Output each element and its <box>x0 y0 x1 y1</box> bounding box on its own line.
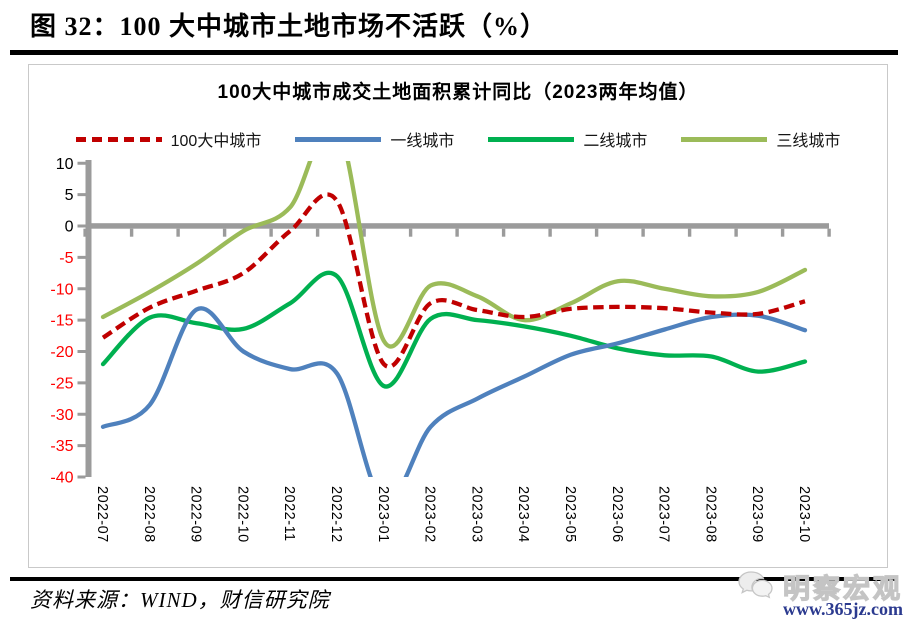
svg-text:-15: -15 <box>50 313 73 330</box>
legend-swatch-olive <box>681 136 768 142</box>
legend-swatch-green <box>488 136 575 142</box>
svg-text:2023-02: 2023-02 <box>422 486 438 543</box>
svg-text:-10: -10 <box>50 281 73 298</box>
legend-item-100-cities: 100大中城市 <box>75 127 262 151</box>
svg-text:5: 5 <box>65 187 74 204</box>
svg-text:-5: -5 <box>59 250 73 267</box>
footer-divider <box>10 577 898 581</box>
legend-label: 100大中城市 <box>170 133 262 150</box>
svg-text:2022-09: 2022-09 <box>188 486 204 543</box>
svg-text:-40: -40 <box>50 470 73 487</box>
svg-text:-25: -25 <box>50 375 73 392</box>
watermark-url: www.365jz.com <box>783 599 903 619</box>
svg-text:0: 0 <box>65 219 74 236</box>
data-source-note: 资料来源：WIND，财信研究院 <box>30 588 330 612</box>
svg-text:2022-08: 2022-08 <box>141 486 157 543</box>
legend-item-tier1-cities: 一线城市 <box>295 127 454 151</box>
legend-item-tier2-cities: 二线城市 <box>488 127 647 151</box>
svg-text:2023-01: 2023-01 <box>375 486 391 543</box>
svg-text:-30: -30 <box>50 407 73 424</box>
svg-text:2023-09: 2023-09 <box>749 486 765 543</box>
svg-text:-20: -20 <box>50 344 73 361</box>
chart-frame: 100大中城市成交土地面积累计同比（2023两年均值） 100大中城市 一线城市… <box>28 64 888 568</box>
svg-text:2022-07: 2022-07 <box>94 486 110 543</box>
legend-swatch-blue <box>295 136 382 142</box>
svg-text:-35: -35 <box>50 438 73 455</box>
chart-legend: 100大中城市 一线城市 二线城市 三线城市 <box>29 127 887 151</box>
chart-title: 100大中城市成交土地面积累计同比（2023两年均值） <box>217 82 699 103</box>
line-chart-plot: 10 5 0 -5 -10 -15 -20 -25 -30 -35 -40 2022-07 2022-0… <box>50 156 831 543</box>
svg-text:10: 10 <box>56 156 74 173</box>
svg-text:2023-10: 2023-10 <box>796 486 812 543</box>
svg-text:2023-03: 2023-03 <box>468 486 484 543</box>
svg-text:2023-05: 2023-05 <box>562 486 578 543</box>
legend-label: 一线城市 <box>390 133 455 150</box>
svg-text:2022-11: 2022-11 <box>281 486 297 542</box>
title-divider <box>10 50 898 55</box>
figure-title: 图 32：100 大中城市土地市场不活跃（%） <box>30 12 548 41</box>
svg-text:2022-12: 2022-12 <box>328 486 344 543</box>
svg-text:2023-04: 2023-04 <box>515 486 531 543</box>
legend-item-tier3-cities: 三线城市 <box>681 127 840 151</box>
svg-text:2023-07: 2023-07 <box>656 486 672 543</box>
wechat-chat-bubbles-icon <box>738 571 773 599</box>
svg-text:2022-10: 2022-10 <box>234 486 250 543</box>
legend-label: 二线城市 <box>583 133 648 150</box>
svg-text:2023-08: 2023-08 <box>702 486 718 543</box>
watermark-brand: 明察宏观 <box>782 573 903 604</box>
legend-label: 三线城市 <box>776 133 841 150</box>
legend-swatch-dashed-red <box>75 136 162 142</box>
svg-text:2023-06: 2023-06 <box>609 486 625 543</box>
